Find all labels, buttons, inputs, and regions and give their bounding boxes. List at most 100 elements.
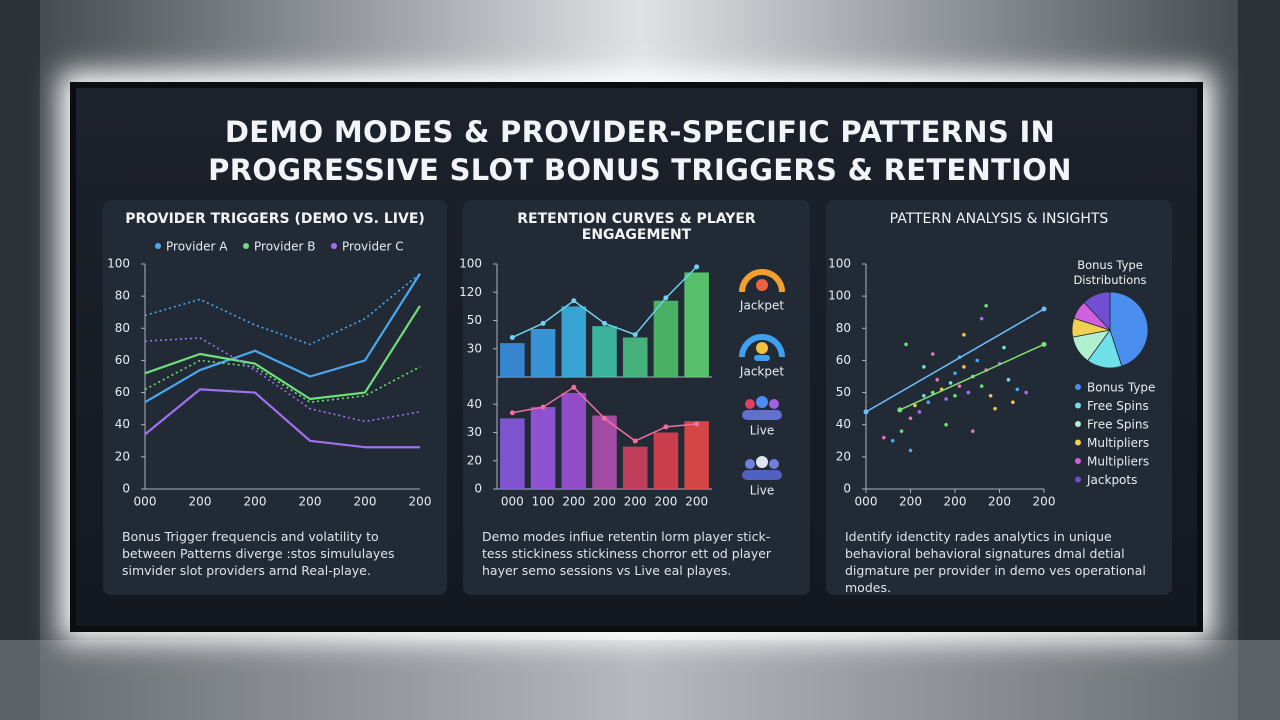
pie-slice: [1083, 291, 1111, 332]
y-tick-label: 40: [467, 397, 482, 411]
y-tick-label: 30: [467, 341, 482, 355]
trend-line: [865, 308, 1045, 413]
panel: [826, 200, 1172, 595]
y-tick-label: 40: [836, 417, 851, 431]
main-title: DEMO MODES & PROVIDER-SPECIFIC PATTERNS …: [208, 115, 1072, 187]
legend-swatch: [1075, 384, 1081, 390]
scatter-point: [944, 422, 948, 427]
scatter-point: [971, 429, 975, 433]
legend-swatch: [1075, 458, 1081, 464]
panel-title: PROVIDER TRIGGERS (DEMO VS. LIVE): [125, 211, 425, 227]
x-tick-label: 200: [624, 495, 647, 509]
icon-label: Jackpet: [739, 299, 784, 313]
icon-people: [742, 396, 782, 420]
scatter-point: [904, 342, 908, 347]
legend-label: Provider C: [342, 240, 404, 254]
overlay-point: [571, 384, 577, 390]
series-line-dotted: [144, 359, 421, 404]
bar: [530, 407, 556, 489]
legend-label: Provider A: [166, 240, 228, 254]
scatter-point: [908, 448, 913, 453]
scatter-point: [944, 397, 948, 401]
x-tick-label: 200: [899, 495, 922, 509]
y-tick-label: 60: [115, 353, 130, 367]
bar: [530, 328, 556, 377]
caption: Bonus Trigger frequencis and volatility …: [122, 529, 395, 578]
scatter-point: [984, 303, 988, 308]
overlay-point: [571, 298, 577, 304]
scatter-point: [1002, 345, 1006, 350]
y-tick-label: 20: [467, 453, 482, 467]
bar: [500, 418, 525, 489]
legend-swatch: [243, 243, 249, 249]
floor: [0, 640, 1280, 720]
overlay-point: [509, 410, 515, 416]
x-tick-label: 200: [654, 495, 677, 509]
y-tick-label: 30: [467, 425, 482, 439]
trend-line: [899, 343, 1045, 411]
scatter-point: [1011, 400, 1015, 405]
y-tick-label: 50: [467, 313, 482, 327]
y-tick-label: 100: [107, 257, 130, 271]
x-tick-label: 200: [244, 495, 267, 509]
trend-point: [1041, 306, 1047, 312]
pie-title: Bonus Type Distributions: [1073, 258, 1147, 287]
bar: [684, 272, 709, 377]
y-tick-label: 20: [115, 449, 130, 463]
y-tick-label: 100: [459, 257, 482, 271]
x-tick-label: 100: [532, 495, 555, 509]
y-tick-label: 100: [828, 257, 851, 271]
legend-label: Multipliers: [1087, 455, 1149, 469]
bar: [653, 432, 679, 489]
y-tick-label: 50: [836, 385, 851, 399]
y-tick-label: 60: [115, 385, 130, 399]
overlay-point: [540, 404, 546, 410]
legend-swatch: [1075, 439, 1081, 446]
series-line: [144, 388, 420, 449]
legend-swatch: [1075, 476, 1081, 483]
y-tick-label: 0: [474, 482, 482, 496]
scatter-point: [966, 390, 971, 395]
scatter-point: [988, 393, 993, 398]
y-tick-label: 80: [836, 321, 851, 335]
x-tick-label: 200: [1033, 495, 1056, 509]
icon-label: Live: [750, 424, 775, 438]
overlay-point: [663, 424, 669, 430]
bar: [653, 300, 679, 377]
scatter-point: [882, 435, 886, 440]
scatter-point: [922, 393, 926, 398]
icon-gauge: [739, 334, 785, 361]
overlay-point: [694, 421, 700, 427]
overlay-point: [540, 320, 546, 326]
legend-label: Bonus Type: [1087, 381, 1155, 395]
scatter-point: [908, 416, 913, 421]
x-tick-label: 200: [409, 495, 432, 509]
y-tick-label: 120: [459, 285, 482, 299]
trend-point: [863, 409, 869, 415]
scatter-point: [993, 406, 997, 411]
scatter-point: [890, 438, 895, 443]
x-tick-label: 000: [134, 495, 157, 509]
series-line: [144, 273, 421, 404]
scatter-point: [1015, 387, 1020, 392]
trend-point: [897, 407, 903, 413]
legend-swatch: [1075, 421, 1081, 427]
x-tick-label: 200: [354, 495, 377, 509]
scatter-point: [913, 403, 917, 408]
scatter-point: [975, 358, 980, 363]
scatter-point: [953, 393, 957, 398]
scatter-point: [930, 352, 935, 356]
scatter-point: [926, 400, 931, 405]
y-tick-label: 80: [115, 321, 130, 335]
left-room: [0, 0, 40, 720]
overlay-point: [694, 264, 700, 270]
bar: [592, 415, 617, 489]
y-tick-label: 60: [836, 353, 851, 367]
panel: [463, 200, 810, 595]
right-room: [1238, 0, 1280, 720]
icon-label: Live: [750, 484, 775, 498]
scatter-point: [953, 371, 957, 376]
icon-gauge: [739, 269, 785, 293]
overlay-point: [602, 415, 607, 421]
